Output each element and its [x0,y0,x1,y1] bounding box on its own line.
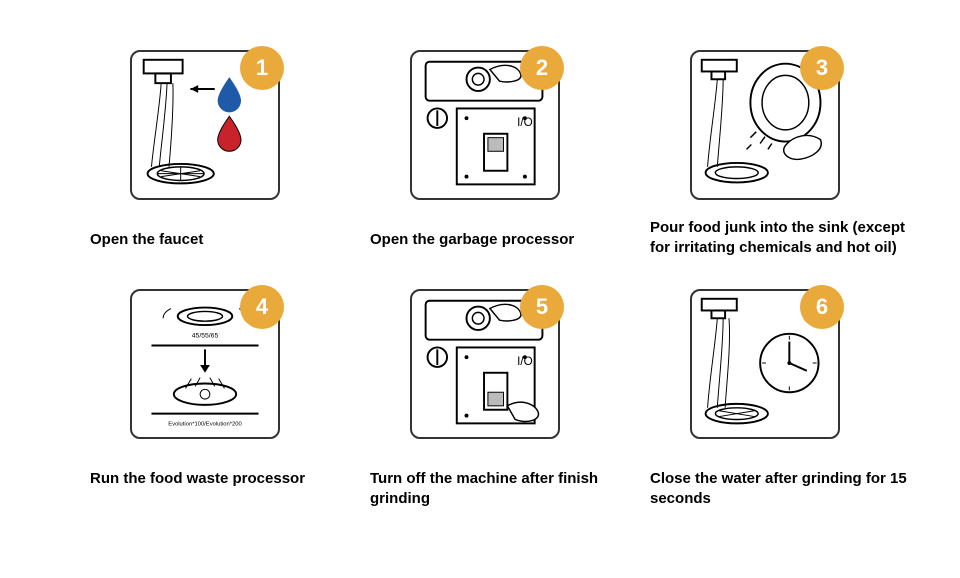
step-5: I/O 5 Turn off the machine after finish … [370,289,630,510]
step-number-badge: 3 [800,46,844,90]
svg-text:Evolution*100/Evolution*200: Evolution*100/Evolution*200 [168,421,242,427]
step-number-badge: 1 [240,46,284,90]
step-1: 1 Open the faucet [90,50,350,259]
step-3: 3 Pour food junk into the sink (except f… [650,50,910,259]
step-2: I/O 2 Open the garbage processor [370,50,630,259]
step-1-illustration: 1 [130,50,280,200]
step-number: 3 [816,55,828,81]
step-2-caption: Open the garbage processor [370,230,630,250]
step-number: 1 [256,55,268,81]
step-6: 6 Close the water after grinding for 15 … [650,289,910,510]
step-4: 45/55/65 Evolution*100/Evolution*200 4 R… [90,289,350,510]
step-2-illustration: I/O 2 [410,50,560,200]
svg-text:45/55/65: 45/55/65 [192,332,219,339]
step-number: 2 [536,55,548,81]
step-number-badge: 2 [520,46,564,90]
step-number-badge: 5 [520,285,564,329]
step-3-illustration: 3 [690,50,840,200]
step-number-badge: 6 [800,285,844,329]
step-number: 6 [816,294,828,320]
step-6-caption: Close the water after grinding for 15 se… [650,469,910,510]
step-4-caption: Run the food waste processor [90,469,350,489]
step-5-illustration: I/O 5 [410,289,560,439]
step-5-caption: Turn off the machine after finish grindi… [370,469,630,510]
step-6-illustration: 6 [690,289,840,439]
step-1-caption: Open the faucet [90,230,350,250]
step-number: 4 [256,294,268,320]
steps-grid: 1 Open the faucet I/O [90,50,890,509]
step-number-badge: 4 [240,285,284,329]
step-number: 5 [536,294,548,320]
step-4-illustration: 45/55/65 Evolution*100/Evolution*200 4 [130,289,280,439]
step-3-caption: Pour food junk into the sink (except for… [650,218,910,259]
